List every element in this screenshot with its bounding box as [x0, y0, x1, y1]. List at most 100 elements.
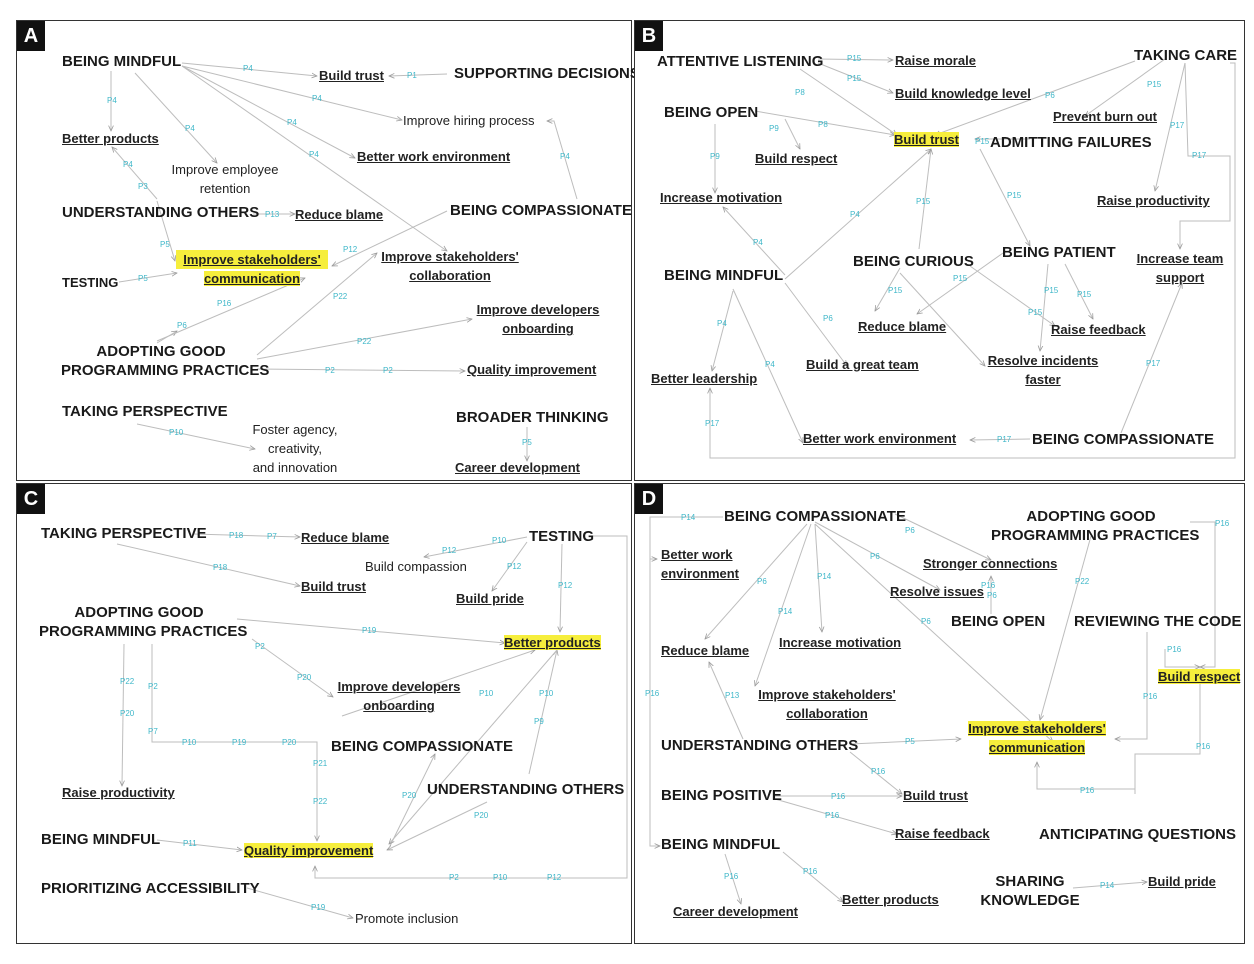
node-line: and innovation: [252, 460, 338, 475]
node-line-text: communication: [988, 740, 1086, 755]
panel-a-edges: P4 P1 P4 P4 P4 P4 P4 P4 P4 P3 P5 P13 P5 …: [107, 62, 578, 482]
node-line: Improve stakeholders': [176, 250, 328, 269]
node-being-open: BEING OPEN: [664, 104, 759, 121]
node-improve-dev-onboarding: Improve developers onboarding: [332, 677, 466, 715]
edge-label: P16: [831, 792, 846, 801]
panel-d-edges: P14 P6 P6 P14 P14 P6 P6 P6 P22 P16 P16 P…: [645, 513, 1230, 945]
node-being-compassionate: BEING COMPASSIONATE: [450, 202, 632, 219]
edge-label: P16: [645, 689, 660, 698]
edge-label: P4: [185, 124, 195, 133]
node-line: Foster agency,: [252, 422, 338, 437]
edge-label: P10: [182, 738, 197, 747]
edge-label: P15: [1077, 290, 1092, 299]
edge-label: P4: [850, 210, 860, 219]
node-build-trust: Build trust: [319, 68, 384, 83]
edge-label: P9: [534, 717, 544, 726]
edge-label: P19: [232, 738, 247, 747]
edge-label: P22: [120, 677, 135, 686]
edge-label: P16: [1143, 692, 1158, 701]
node-better-work-env: Better work environment: [803, 431, 957, 446]
node-being-compassionate: BEING COMPASSIONATE: [331, 738, 513, 755]
node-being-curious: BEING CURIOUS: [853, 253, 974, 270]
edge-label: P16: [1196, 742, 1211, 751]
node-line: PROGRAMMING PRACTICES: [39, 623, 248, 640]
edge-label: P13: [725, 691, 740, 700]
node-line: Resolve incidents: [987, 353, 1099, 368]
node-line: Better work: [661, 547, 733, 562]
node-better-work-env: Better work environment: [357, 149, 511, 164]
node-improve-communication: Improve stakeholders' communication: [961, 719, 1113, 757]
node-line: collaboration: [786, 706, 868, 721]
edge-label: P11: [183, 839, 197, 848]
node-line: collaboration: [409, 268, 491, 283]
edge-label: P15: [847, 54, 862, 63]
node-foster-agency: Foster agency, creativity, and innovatio…: [235, 420, 355, 477]
edge-label: P20: [297, 673, 312, 682]
node-line: ADOPTING GOOD: [74, 604, 204, 621]
edge-label: P6: [870, 552, 880, 561]
edge-label: P6: [987, 591, 997, 600]
node-line: Improve developers: [476, 302, 600, 317]
edge-label: P14: [817, 572, 832, 581]
node-increase-motivation: Increase motivation: [779, 635, 902, 650]
edge-label: P15: [1044, 286, 1059, 295]
edge-label: P6: [1045, 91, 1055, 100]
node-reduce-blame: Reduce blame: [858, 319, 947, 334]
node-line: KNOWLEDGE: [980, 892, 1080, 909]
edge-label: P22: [357, 337, 372, 346]
node-line: Improve developers: [337, 679, 461, 694]
node-line: creativity,: [268, 441, 322, 456]
node-promote-inclusion: Promote inclusion: [355, 911, 459, 926]
edge-label: P19: [311, 903, 326, 912]
edge-label: P15: [1028, 308, 1043, 317]
edge-label: P6: [921, 617, 931, 626]
edge-label: P19: [362, 626, 377, 635]
node-increase-team-support: Increase team support: [1125, 249, 1235, 287]
node-raise-feedback: Raise feedback: [895, 826, 990, 841]
edge-label: P16: [981, 581, 996, 590]
edge-label: P2: [383, 366, 393, 375]
edge-label: P4: [123, 160, 133, 169]
edge-label: P16: [1215, 519, 1230, 528]
edge-label: P16: [724, 872, 739, 881]
edge-label: P18: [229, 531, 244, 540]
edge-label: P7: [148, 727, 158, 736]
node-build-respect: Build respect: [755, 151, 838, 166]
node-sharing-knowledge: SHARING KNOWLEDGE: [970, 872, 1090, 910]
edge-label: P6: [757, 577, 767, 586]
node-line: ADOPTING GOOD: [96, 343, 226, 360]
panel-b-edges: P15 P15 P8 P8 P9 P9 P15 P15 P6 P17 P17 P…: [705, 54, 1236, 459]
edge-label: P4: [765, 360, 775, 369]
edge-label: P17: [1170, 121, 1185, 130]
edge-label: P18: [213, 563, 228, 572]
node-reviewing-code: REVIEWING THE CODE: [1074, 613, 1242, 630]
node-improve-hiring: Improve hiring process: [403, 113, 535, 128]
node-being-compassionate: BEING COMPASSIONATE: [724, 508, 906, 525]
node-line-text: Build trust: [894, 132, 959, 147]
edge-label: P15: [847, 74, 862, 83]
panel-label: A: [17, 21, 45, 51]
edge-label: P2: [148, 682, 158, 691]
edge-label: P4: [309, 150, 319, 159]
edge-label: P1: [407, 71, 417, 80]
node-anticipating-questions: ANTICIPATING QUESTIONS: [1039, 826, 1236, 843]
edge-label: P3: [138, 182, 148, 191]
node-being-mindful: BEING MINDFUL: [664, 267, 784, 284]
node-attentive-listening: ATTENTIVE LISTENING: [657, 53, 824, 70]
node-line: SHARING: [995, 873, 1065, 890]
edge-label: P12: [507, 562, 522, 571]
edge-label: P15: [916, 197, 931, 206]
panel-c: C P18 P7 P18 P12 P10 P: [16, 483, 632, 944]
edge-label: P9: [769, 124, 779, 133]
node-build-pride: Build pride: [1148, 874, 1216, 889]
edge-label: P10: [492, 536, 507, 545]
node-build-compassion: Build compassion: [365, 559, 467, 574]
node-being-open: BEING OPEN: [951, 613, 1046, 630]
node-line: Increase team: [1136, 251, 1224, 266]
node-line: onboarding: [502, 321, 574, 336]
edge-label: P4: [753, 238, 763, 247]
panel-a: A P4 P1 P4 P4: [16, 20, 640, 482]
node-better-products: Better products: [842, 892, 939, 907]
edge-label: P14: [778, 607, 793, 616]
node-being-positive: BEING POSITIVE: [661, 787, 782, 804]
